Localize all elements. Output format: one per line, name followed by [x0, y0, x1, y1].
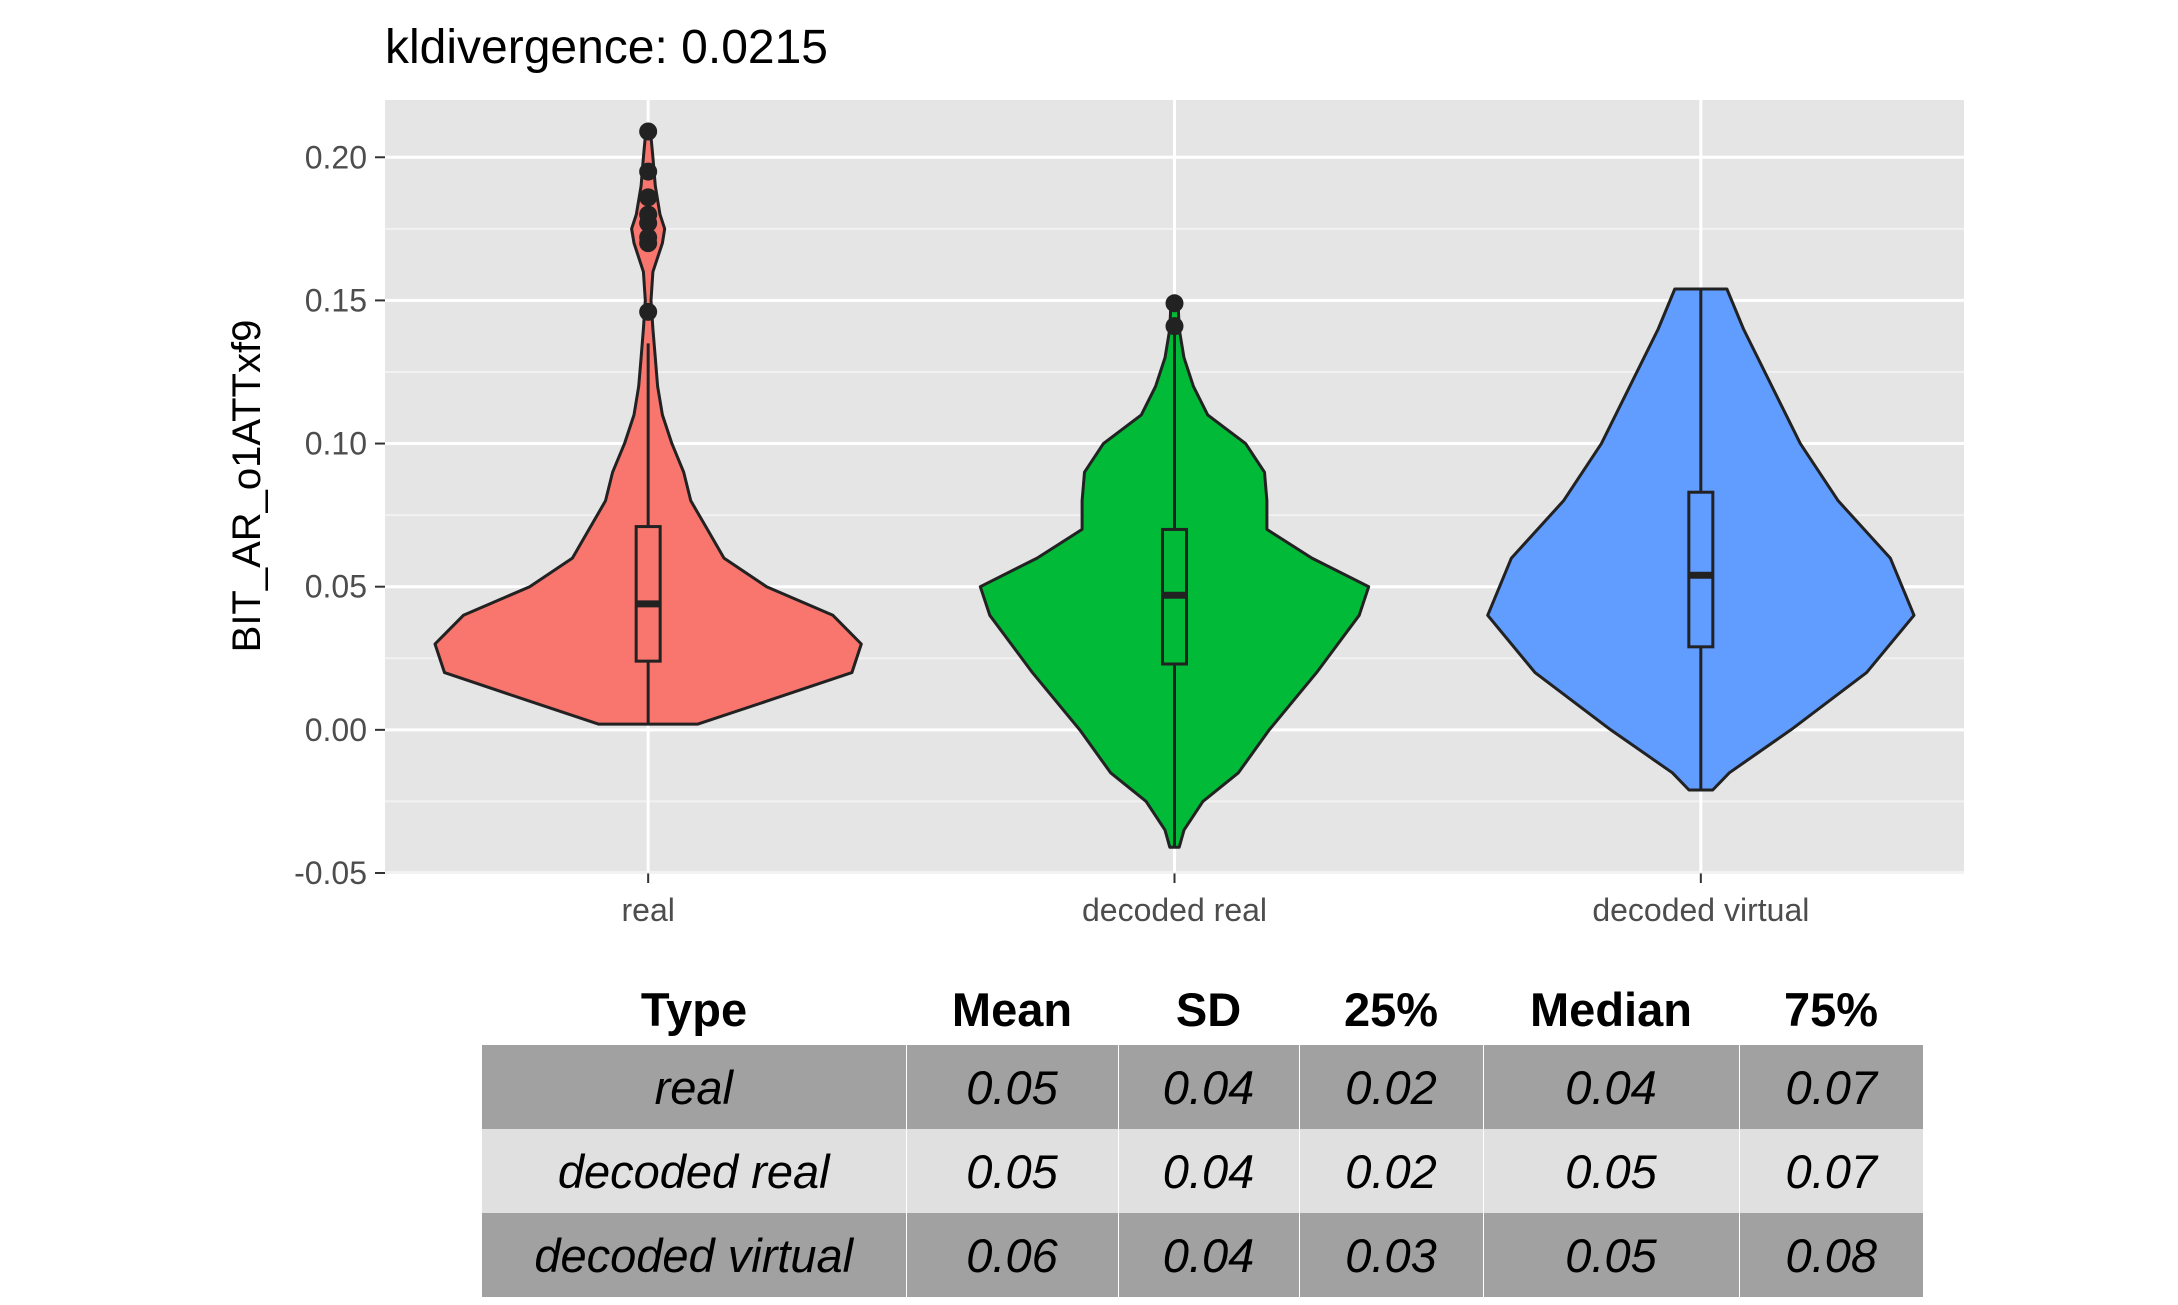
y-tick-label: 0.00	[305, 712, 367, 748]
header-q1: 25%	[1343, 982, 1439, 1036]
cell-mean: 0.06	[906, 1213, 1119, 1297]
x-axis: real decoded real decoded virtual	[385, 872, 1964, 928]
table-row: decoded virtual 0.06 0.04 0.03 0.05 0.08	[482, 1213, 1923, 1297]
y-tick-label: 0.15	[305, 282, 367, 318]
header-q3: 75%	[1783, 982, 1879, 1036]
cell-q1: 0.02	[1299, 1129, 1484, 1213]
cell-sd: 0.04	[1118, 1045, 1300, 1129]
cell-median: 0.05	[1483, 1129, 1740, 1213]
violin-decoded-real	[978, 294, 1371, 849]
box	[634, 525, 662, 663]
y-axis: -0.05 0.00 0.05 0.10 0.15 0.20	[294, 139, 385, 891]
outlier-point	[639, 302, 658, 321]
x-tick-label: decoded virtual	[1592, 892, 1809, 928]
y-tick-label: 0.10	[305, 426, 367, 462]
cell-type: decoded virtual	[482, 1213, 907, 1297]
header-type: Type	[640, 982, 748, 1036]
cell-q1: 0.02	[1299, 1045, 1484, 1129]
outlier-point	[1165, 317, 1184, 336]
outlier-point	[1165, 294, 1184, 313]
cell-median: 0.05	[1483, 1213, 1740, 1297]
cell-q1: 0.03	[1299, 1213, 1484, 1297]
outlier-point	[639, 205, 658, 224]
table-row: real 0.05 0.04 0.02 0.04 0.07	[482, 1045, 1923, 1129]
y-tick-label: 0.20	[305, 139, 367, 175]
violins	[433, 122, 1916, 849]
table-row: decoded real 0.05 0.04 0.02 0.05 0.07	[482, 1129, 1923, 1213]
cell-mean: 0.05	[906, 1129, 1119, 1213]
y-tick-label: -0.05	[294, 855, 367, 891]
x-tick-label: real	[621, 892, 674, 928]
cell-type: decoded real	[482, 1129, 907, 1213]
y-tick-label: 0.05	[305, 569, 367, 605]
cell-sd: 0.04	[1118, 1129, 1300, 1213]
box	[1687, 490, 1715, 649]
header-sd: SD	[1175, 982, 1242, 1036]
cell-q3: 0.07	[1739, 1129, 1923, 1213]
violin-real	[433, 122, 863, 726]
outlier-point	[639, 188, 658, 207]
header-median: Median	[1530, 982, 1692, 1036]
cell-type: real	[482, 1045, 907, 1129]
x-tick-label: decoded real	[1082, 892, 1267, 928]
header-mean: Mean	[951, 982, 1073, 1036]
outlier-point	[639, 122, 658, 141]
cell-q3: 0.08	[1739, 1213, 1923, 1297]
y-axis-label: BIT_AR_o1ATTxf9	[225, 320, 269, 653]
cell-sd: 0.04	[1118, 1213, 1300, 1297]
table-header-row: Type Mean SD 25% Median 75%	[482, 973, 1923, 1045]
chart-title: kldivergence: 0.0215	[385, 21, 828, 74]
violin-decoded-virtual	[1486, 287, 1916, 792]
cell-median: 0.04	[1483, 1045, 1740, 1129]
cell-q3: 0.07	[1739, 1045, 1923, 1129]
summary-table: Type Mean SD 25% Median 75% real 0.05 0.…	[482, 973, 1923, 1297]
cell-mean: 0.05	[906, 1045, 1119, 1129]
violin-body	[1486, 287, 1916, 792]
violin-chart: kldivergence: 0.0215 -0.05 0.00 0.05 0.10 0.…	[225, 21, 1964, 928]
outlier-point	[639, 228, 658, 247]
outlier-point	[639, 162, 658, 181]
